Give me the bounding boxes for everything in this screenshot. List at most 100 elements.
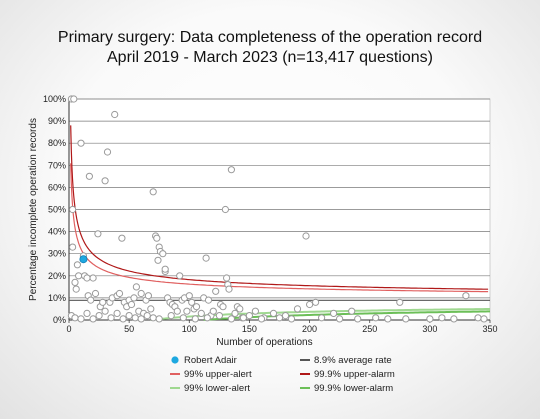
data-point — [71, 314, 79, 322]
chart-subtitle: April 2019 - March 2023 (n=13,417 questi… — [107, 49, 433, 66]
data-point — [192, 303, 201, 311]
data-point — [144, 292, 152, 300]
data-point — [125, 312, 133, 320]
data-point — [95, 312, 103, 320]
x-tick-label: 250 — [362, 324, 377, 334]
data-point — [137, 315, 145, 323]
data-point — [450, 315, 458, 323]
data-point — [118, 234, 126, 242]
y-tick-label: 30% — [48, 249, 66, 259]
data-point — [336, 315, 344, 323]
data-point — [154, 256, 162, 264]
x-tick-label: 0 — [66, 324, 71, 334]
data-point — [203, 314, 211, 322]
legend-label: 99.9% lower-alarm — [314, 383, 393, 394]
data-point — [127, 300, 136, 309]
data-point — [239, 314, 247, 322]
data-point — [209, 307, 217, 315]
data-point — [173, 307, 181, 315]
data-point — [73, 261, 82, 269]
data-point — [223, 274, 231, 282]
y-tick-label: 10% — [48, 293, 66, 303]
data-point — [113, 309, 121, 317]
data-point — [318, 314, 326, 322]
data-point — [101, 307, 109, 315]
data-point — [131, 314, 139, 322]
data-point — [69, 243, 77, 251]
data-point — [372, 314, 380, 322]
data-point — [438, 314, 446, 322]
data-point — [302, 232, 310, 240]
data-point — [70, 95, 78, 103]
data-point — [94, 230, 102, 238]
y-tick-label: 50% — [48, 205, 66, 215]
data-point — [330, 309, 338, 317]
data-point — [227, 166, 235, 174]
data-point — [130, 294, 138, 302]
y-tick-label: 0% — [53, 315, 66, 325]
data-point — [197, 309, 205, 317]
data-point — [245, 312, 253, 320]
data-point — [204, 296, 213, 304]
data-point — [99, 298, 107, 306]
data-point — [83, 309, 91, 317]
data-point — [215, 312, 223, 320]
x-tick-label: 350 — [482, 324, 497, 334]
data-point — [188, 298, 196, 306]
y-tick-label: 90% — [48, 116, 66, 126]
data-point — [71, 278, 79, 286]
y-tick-label: 40% — [48, 227, 66, 237]
data-point — [474, 314, 482, 322]
data-point — [251, 307, 259, 315]
data-point — [111, 110, 119, 119]
data-point — [167, 312, 175, 320]
data-point — [153, 234, 161, 242]
data-point — [426, 315, 434, 323]
y-tick-label: 60% — [48, 182, 66, 192]
data-point — [83, 274, 91, 282]
data-point — [185, 292, 193, 300]
legend-label: Robert Adair — [184, 355, 237, 366]
y-axis-label: Percentage incomplete operation records — [28, 118, 39, 301]
data-point — [221, 205, 229, 214]
data-point — [101, 177, 109, 185]
data-point — [159, 250, 167, 258]
x-tick-label: 50 — [124, 324, 134, 334]
data-point — [137, 289, 145, 298]
data-point — [107, 314, 115, 322]
y-tick-label: 70% — [48, 160, 66, 170]
data-points — [67, 95, 488, 323]
data-point — [147, 305, 155, 313]
data-point — [132, 283, 140, 291]
data-point — [72, 285, 80, 293]
data-point — [191, 315, 199, 323]
data-point — [183, 307, 191, 315]
data-point — [149, 188, 157, 196]
data-point — [179, 314, 187, 322]
data-point — [75, 272, 83, 280]
data-point — [396, 298, 404, 306]
data-point — [91, 289, 100, 298]
data-point — [219, 303, 227, 311]
x-tick-label: 300 — [422, 324, 437, 334]
data-point — [281, 312, 290, 320]
x-axis-label: Number of operations — [216, 337, 312, 348]
x-tick-label: 200 — [302, 324, 317, 334]
y-tick-label: 20% — [48, 271, 66, 281]
data-point — [480, 315, 488, 323]
data-point — [212, 287, 220, 295]
data-point — [236, 305, 244, 313]
data-point — [155, 315, 163, 323]
data-point — [115, 289, 124, 298]
data-point — [384, 315, 392, 323]
data-point — [287, 315, 296, 323]
data-point — [306, 300, 314, 309]
data-point — [103, 148, 112, 156]
data-point — [293, 305, 302, 313]
data-point — [89, 315, 97, 323]
data-point — [149, 314, 157, 322]
data-point — [85, 172, 94, 180]
upper-alarm-line — [70, 125, 489, 290]
legend-swatch — [171, 356, 179, 364]
